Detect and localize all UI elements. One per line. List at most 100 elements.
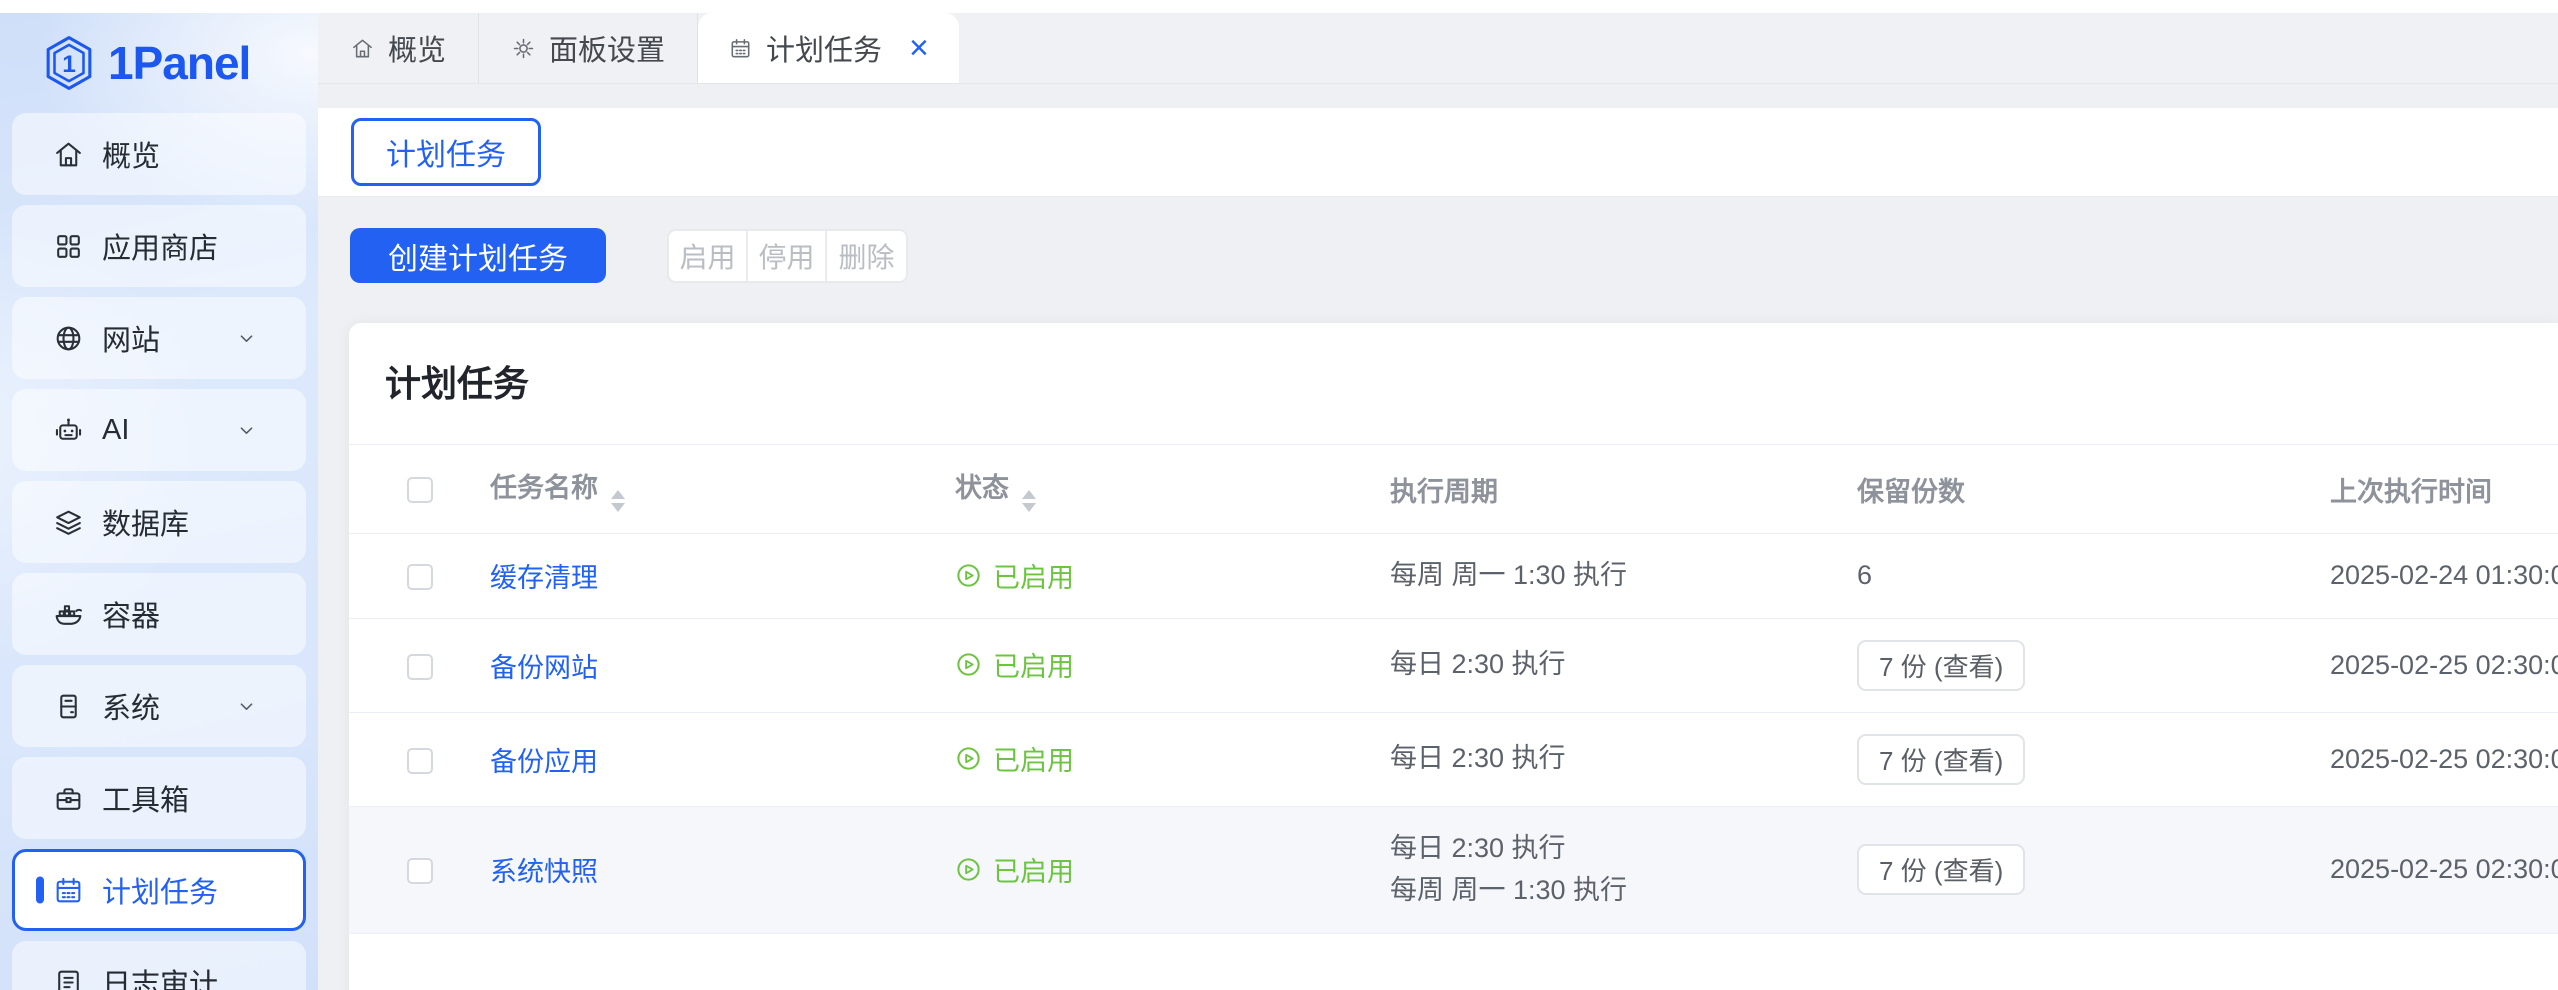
cycle-line: 每周 周一 1:30 执行 bbox=[1390, 560, 1628, 590]
appstore-icon bbox=[52, 230, 85, 263]
home-icon bbox=[350, 36, 375, 61]
table-row: 系统快照 已启用 每日 2:30 执行 每周 周一 1:30 执行 7 份 (查看… bbox=[349, 806, 2558, 934]
last-run-time: 2025-02-25 02:30:00 bbox=[2330, 618, 2558, 713]
toolbox-icon bbox=[52, 782, 85, 815]
row-checkbox[interactable] bbox=[407, 653, 433, 680]
app-shell: 1 1Panel 概览 应用商店 网站 AI 数据库 容器 系统 工具箱 bbox=[0, 13, 2558, 990]
play-circle-icon bbox=[955, 856, 982, 883]
status-label: 已启用 bbox=[993, 746, 1074, 777]
cronjob-table: 任务名称 状态 执行周期 保留份数 上次执行时间 缓存清理 已启用 每周 周一 … bbox=[349, 444, 2558, 934]
cycle-cell: 每日 2:30 执行 每周 周一 1:30 执行 bbox=[1390, 828, 1857, 912]
table-row: 缓存清理 已启用 每周 周一 1:30 执行 6 2025-02-24 01:3… bbox=[349, 533, 2558, 619]
retain-cell: 7 份 (查看) bbox=[1857, 618, 2330, 713]
table-row: 备份应用 已启用 每日 2:30 执行 7 份 (查看) 2025-02-25 … bbox=[349, 712, 2558, 807]
status-label: 已启用 bbox=[993, 652, 1074, 683]
create-cronjob-button[interactable]: 创建计划任务 bbox=[350, 228, 606, 283]
globe-icon bbox=[52, 322, 85, 355]
database-icon bbox=[52, 506, 85, 539]
tab-cronjob[interactable]: 计划任务 × bbox=[698, 13, 959, 83]
route-tab-cronjob[interactable]: 计划任务 bbox=[351, 118, 541, 186]
brand-logo[interactable]: 1 1Panel bbox=[0, 13, 318, 113]
svg-text:1: 1 bbox=[62, 51, 76, 78]
play-circle-icon bbox=[955, 745, 982, 772]
home-icon bbox=[52, 138, 85, 171]
disable-button[interactable]: 停用 bbox=[748, 230, 827, 281]
table-row: 备份网站 已启用 每日 2:30 执行 7 份 (查看) 2025-02-25 … bbox=[349, 618, 2558, 713]
retain-count: 6 bbox=[1857, 560, 1873, 591]
cycle-line: 每日 2:30 执行 bbox=[1390, 649, 1566, 680]
enable-button[interactable]: 启用 bbox=[669, 230, 748, 281]
sidebar: 1 1Panel 概览 应用商店 网站 AI 数据库 容器 系统 工具箱 bbox=[0, 13, 318, 990]
sidebar-item-database[interactable]: 数据库 bbox=[12, 481, 306, 563]
sidebar-item-appstore[interactable]: 应用商店 bbox=[12, 205, 306, 287]
play-circle-icon bbox=[955, 651, 982, 678]
sidebar-item-toolbox[interactable]: 工具箱 bbox=[12, 757, 306, 839]
sidebar-item-logs[interactable]: 日志审计 bbox=[12, 941, 306, 990]
retain-cell: 6 bbox=[1857, 533, 2330, 619]
task-name-link[interactable]: 备份网站 bbox=[490, 652, 598, 683]
sidebar-item-label: 概览 bbox=[102, 141, 161, 173]
retain-cell: 7 份 (查看) bbox=[1857, 712, 2330, 807]
cycle-cell: 每日 2:30 执行 bbox=[1390, 644, 1857, 686]
table-header-row: 任务名称 状态 执行周期 保留份数 上次执行时间 bbox=[349, 444, 2558, 534]
sidebar-item-label: 数据库 bbox=[102, 509, 190, 541]
tab-overview[interactable]: 概览 bbox=[318, 13, 480, 83]
task-name-link[interactable]: 缓存清理 bbox=[490, 563, 598, 594]
sort-icon[interactable] bbox=[1022, 490, 1036, 512]
container-icon bbox=[52, 598, 85, 631]
sidebar-item-container[interactable]: 容器 bbox=[12, 573, 306, 655]
sidebar-item-system[interactable]: 系统 bbox=[12, 665, 306, 747]
calendar-icon bbox=[52, 874, 85, 907]
sidebar-item-label: 系统 bbox=[102, 693, 161, 725]
status-badge: 已启用 bbox=[955, 645, 1074, 684]
sidebar-menu: 概览 应用商店 网站 AI 数据库 容器 系统 工具箱 计划任务 日志审计 bbox=[0, 113, 318, 990]
chevron-down-icon bbox=[234, 326, 259, 351]
main-area: 概览 面板设置 计划任务 × 计划任务 创建计划任务 启用 停用 删 bbox=[318, 13, 2558, 990]
cycle-line: 每周 周一 1:30 执行 bbox=[1390, 874, 1628, 905]
row-checkbox[interactable] bbox=[407, 747, 433, 774]
last-run-time: 2025-02-24 01:30:00 bbox=[2330, 533, 2558, 619]
cycle-cell: 每周 周一 1:30 执行 bbox=[1390, 555, 1857, 597]
delete-button[interactable]: 删除 bbox=[827, 230, 906, 281]
sidebar-item-label: 工具箱 bbox=[102, 785, 190, 817]
page-content: 计划任务 创建计划任务 启用 停用 删除 计划任务 bbox=[318, 84, 2558, 990]
tab-panel-settings[interactable]: 面板设置 bbox=[479, 13, 699, 83]
cronjob-card: 计划任务 任务名称 状态 bbox=[349, 323, 2558, 990]
sidebar-item-label: 日志审计 bbox=[102, 969, 219, 990]
toolbar: 创建计划任务 启用 停用 删除 bbox=[350, 228, 2558, 283]
status-badge: 已启用 bbox=[955, 739, 1074, 778]
tab-label: 面板设置 bbox=[549, 35, 666, 67]
column-header-retain: 保留份数 bbox=[1857, 444, 2330, 534]
sidebar-item-overview[interactable]: 概览 bbox=[12, 113, 306, 195]
1panel-logo-icon: 1 bbox=[40, 34, 98, 92]
tab-label: 计划任务 bbox=[766, 35, 883, 67]
last-run-time: 2025-02-25 02:30:00 bbox=[2330, 806, 2558, 934]
play-circle-icon bbox=[955, 562, 982, 589]
route-tab-strip: 计划任务 bbox=[318, 108, 2558, 197]
calendar-icon bbox=[728, 36, 753, 61]
sidebar-item-ai[interactable]: AI bbox=[12, 389, 306, 471]
status-label: 已启用 bbox=[993, 562, 1074, 593]
select-all-checkbox[interactable] bbox=[407, 477, 433, 504]
sidebar-item-label: AI bbox=[102, 413, 130, 446]
close-icon[interactable]: × bbox=[909, 29, 929, 67]
task-name-link[interactable]: 系统快照 bbox=[490, 857, 598, 888]
column-header-name[interactable]: 任务名称 bbox=[490, 444, 955, 534]
top-strip bbox=[0, 0, 2558, 13]
sidebar-item-cronjob[interactable]: 计划任务 bbox=[12, 849, 306, 931]
row-checkbox[interactable] bbox=[407, 564, 433, 591]
sort-icon[interactable] bbox=[611, 490, 625, 512]
sidebar-item-website[interactable]: 网站 bbox=[12, 297, 306, 379]
cronjob-table-body: 缓存清理 已启用 每周 周一 1:30 执行 6 2025-02-24 01:3… bbox=[349, 533, 2558, 934]
retain-count-tag[interactable]: 7 份 (查看) bbox=[1857, 844, 2026, 896]
brand-name: 1Panel bbox=[108, 37, 251, 89]
retain-count-tag[interactable]: 7 份 (查看) bbox=[1857, 733, 2026, 785]
row-checkbox[interactable] bbox=[407, 858, 433, 885]
chevron-down-icon bbox=[234, 694, 259, 719]
column-header-status[interactable]: 状态 bbox=[955, 444, 1390, 534]
tab-bar: 概览 面板设置 计划任务 × bbox=[318, 13, 2558, 84]
retain-count-tag[interactable]: 7 份 (查看) bbox=[1857, 639, 2026, 691]
cycle-line: 每日 2:30 执行 bbox=[1390, 743, 1566, 774]
system-icon bbox=[52, 690, 85, 723]
task-name-link[interactable]: 备份应用 bbox=[490, 746, 598, 777]
